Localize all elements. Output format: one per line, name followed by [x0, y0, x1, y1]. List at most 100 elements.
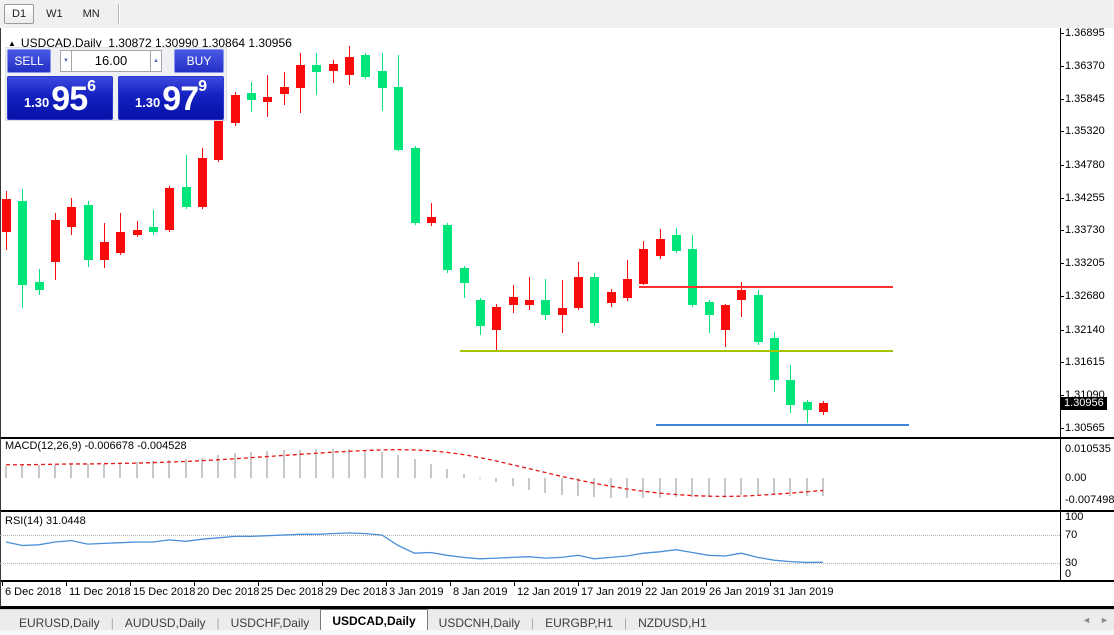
candle-wick: [806, 399, 808, 424]
ask-prefix: 1.30: [134, 95, 161, 110]
macd-histogram-bar: [168, 460, 171, 478]
candle-body: [361, 55, 371, 77]
macd-histogram-bar: [331, 449, 334, 478]
macd-histogram-bar: [642, 478, 645, 499]
chart-symbol-label: USDCAD,Daily: [20, 36, 102, 50]
macd-histogram-bar: [266, 451, 269, 478]
candle-body: [720, 305, 730, 331]
macd-histogram-bar: [527, 478, 530, 490]
macd-histogram-bar: [233, 453, 236, 478]
candle-body: [688, 249, 698, 306]
indicator-axis-label: 30: [1065, 557, 1078, 569]
macd-histogram-bar: [250, 452, 253, 478]
macd-histogram-bar: [658, 478, 661, 498]
timeframe-button-d1[interactable]: D1: [4, 4, 35, 24]
candle-body: [377, 70, 387, 89]
macd-histogram-bar: [560, 478, 563, 496]
candle-body: [345, 57, 355, 76]
candle-body: [819, 403, 828, 413]
candle-body: [2, 198, 11, 233]
candle-body: [475, 299, 485, 326]
collapse-triangle-icon[interactable]: ▲: [8, 39, 16, 48]
rsi-bottom-border[interactable]: [0, 580, 1114, 582]
chart-tab-audusd[interactable]: AUDUSD,Daily: [124, 616, 206, 630]
candle-body: [802, 402, 812, 411]
date-axis-label: 8 Jan 2019: [453, 586, 508, 598]
macd-histogram-bar: [462, 473, 465, 478]
price-axis-tick: [1060, 98, 1064, 100]
macd-rsi-separator[interactable]: [0, 510, 1114, 512]
candle-body: [263, 96, 273, 102]
macd-histogram-bar: [822, 478, 824, 497]
candle-body: [459, 267, 469, 283]
candle-body: [230, 95, 240, 124]
ask-pip-digit: 9: [198, 78, 208, 95]
date-axis-label: 20 Dec 2018: [197, 586, 260, 598]
volume-decrease-icon[interactable]: ▼: [60, 50, 72, 72]
macd-histogram-bar: [413, 459, 416, 478]
candle-body: [786, 380, 796, 406]
timeframe-button-mn[interactable]: MN: [75, 4, 108, 24]
price-axis-tick: [1060, 33, 1064, 34]
chart-tab-usdcad[interactable]: USDCAD,Daily: [320, 609, 428, 634]
price-axis-tick: [1060, 296, 1064, 298]
candle-body: [83, 204, 93, 260]
tab-scroll-left-icon[interactable]: ◄: [1082, 615, 1091, 625]
macd-histogram-bar: [789, 478, 792, 496]
macd-histogram-bar: [86, 464, 89, 478]
price-axis-label: 1.32680: [1065, 290, 1105, 303]
candle-body: [737, 290, 747, 301]
chart-tab-eurusd[interactable]: EURUSD,Daily: [19, 616, 100, 630]
macd-histogram-bar: [756, 478, 759, 496]
volume-input[interactable]: 16.00: [72, 50, 150, 72]
chart-tab-eurgbp[interactable]: EURGBP,H1: [545, 616, 613, 630]
candle-body: [590, 276, 600, 324]
price-axis-tick: [1060, 197, 1064, 199]
buy-button[interactable]: BUY: [174, 49, 224, 73]
chart-macd-separator[interactable]: [0, 437, 1114, 439]
rsi-label: RSI(14) 31.0448: [5, 515, 86, 527]
rsi-line: [5, 532, 824, 564]
macd-histogram-bar: [674, 478, 677, 498]
tab-separator: |: [623, 616, 628, 630]
candle-body: [279, 86, 289, 94]
date-axis-tick: [386, 582, 387, 586]
indicator-axis-label: 0.010535: [1065, 443, 1111, 455]
macd-histogram-bar: [135, 462, 138, 478]
candle-body: [704, 301, 714, 316]
macd-histogram-bar: [609, 478, 612, 498]
candle-body: [214, 120, 224, 160]
date-axis-label: 31 Jan 2019: [773, 586, 834, 598]
macd-histogram-bar: [348, 449, 351, 478]
macd-histogram-bar: [544, 478, 547, 493]
macd-histogram-bar: [315, 449, 318, 478]
sell-button[interactable]: SELL: [7, 49, 51, 73]
candle-body: [181, 186, 191, 207]
price-axis-label: 1.32140: [1065, 323, 1105, 336]
chart-tab-usdcnh[interactable]: USDCNH,Daily: [438, 616, 521, 630]
rsi-panel[interactable]: [0, 512, 1114, 580]
candle-body: [132, 230, 142, 235]
date-axis-label: 6 Dec 2018: [5, 586, 62, 598]
sell-price-button[interactable]: 1.30 95 6: [7, 76, 113, 120]
timeframe-button-w1[interactable]: W1: [38, 4, 71, 24]
candle-wick: [528, 276, 530, 311]
candle-wick: [430, 203, 432, 227]
horizontal-trendline[interactable]: [639, 285, 893, 288]
volume-increase-icon[interactable]: ▲: [150, 50, 162, 72]
macd-signal-line: [6, 448, 824, 498]
candle-body: [410, 148, 420, 223]
date-axis-tick: [194, 582, 195, 586]
macd-histogram-bar: [805, 478, 808, 497]
horizontal-trendline[interactable]: [459, 349, 893, 352]
candle-body: [247, 93, 257, 101]
macd-histogram-bar: [282, 450, 285, 478]
candle-body: [67, 206, 77, 227]
chart-tab-usdchf[interactable]: USDCHF,Daily: [230, 616, 310, 630]
candle-body: [671, 235, 681, 252]
horizontal-trendline[interactable]: [655, 423, 909, 426]
macd-histogram-bar: [119, 462, 122, 478]
buy-price-button[interactable]: 1.30 97 9: [118, 76, 224, 120]
chart-tab-nzdusd[interactable]: NZDUSD,H1: [638, 616, 707, 630]
tab-scroll-right-icon[interactable]: ►: [1100, 615, 1109, 625]
